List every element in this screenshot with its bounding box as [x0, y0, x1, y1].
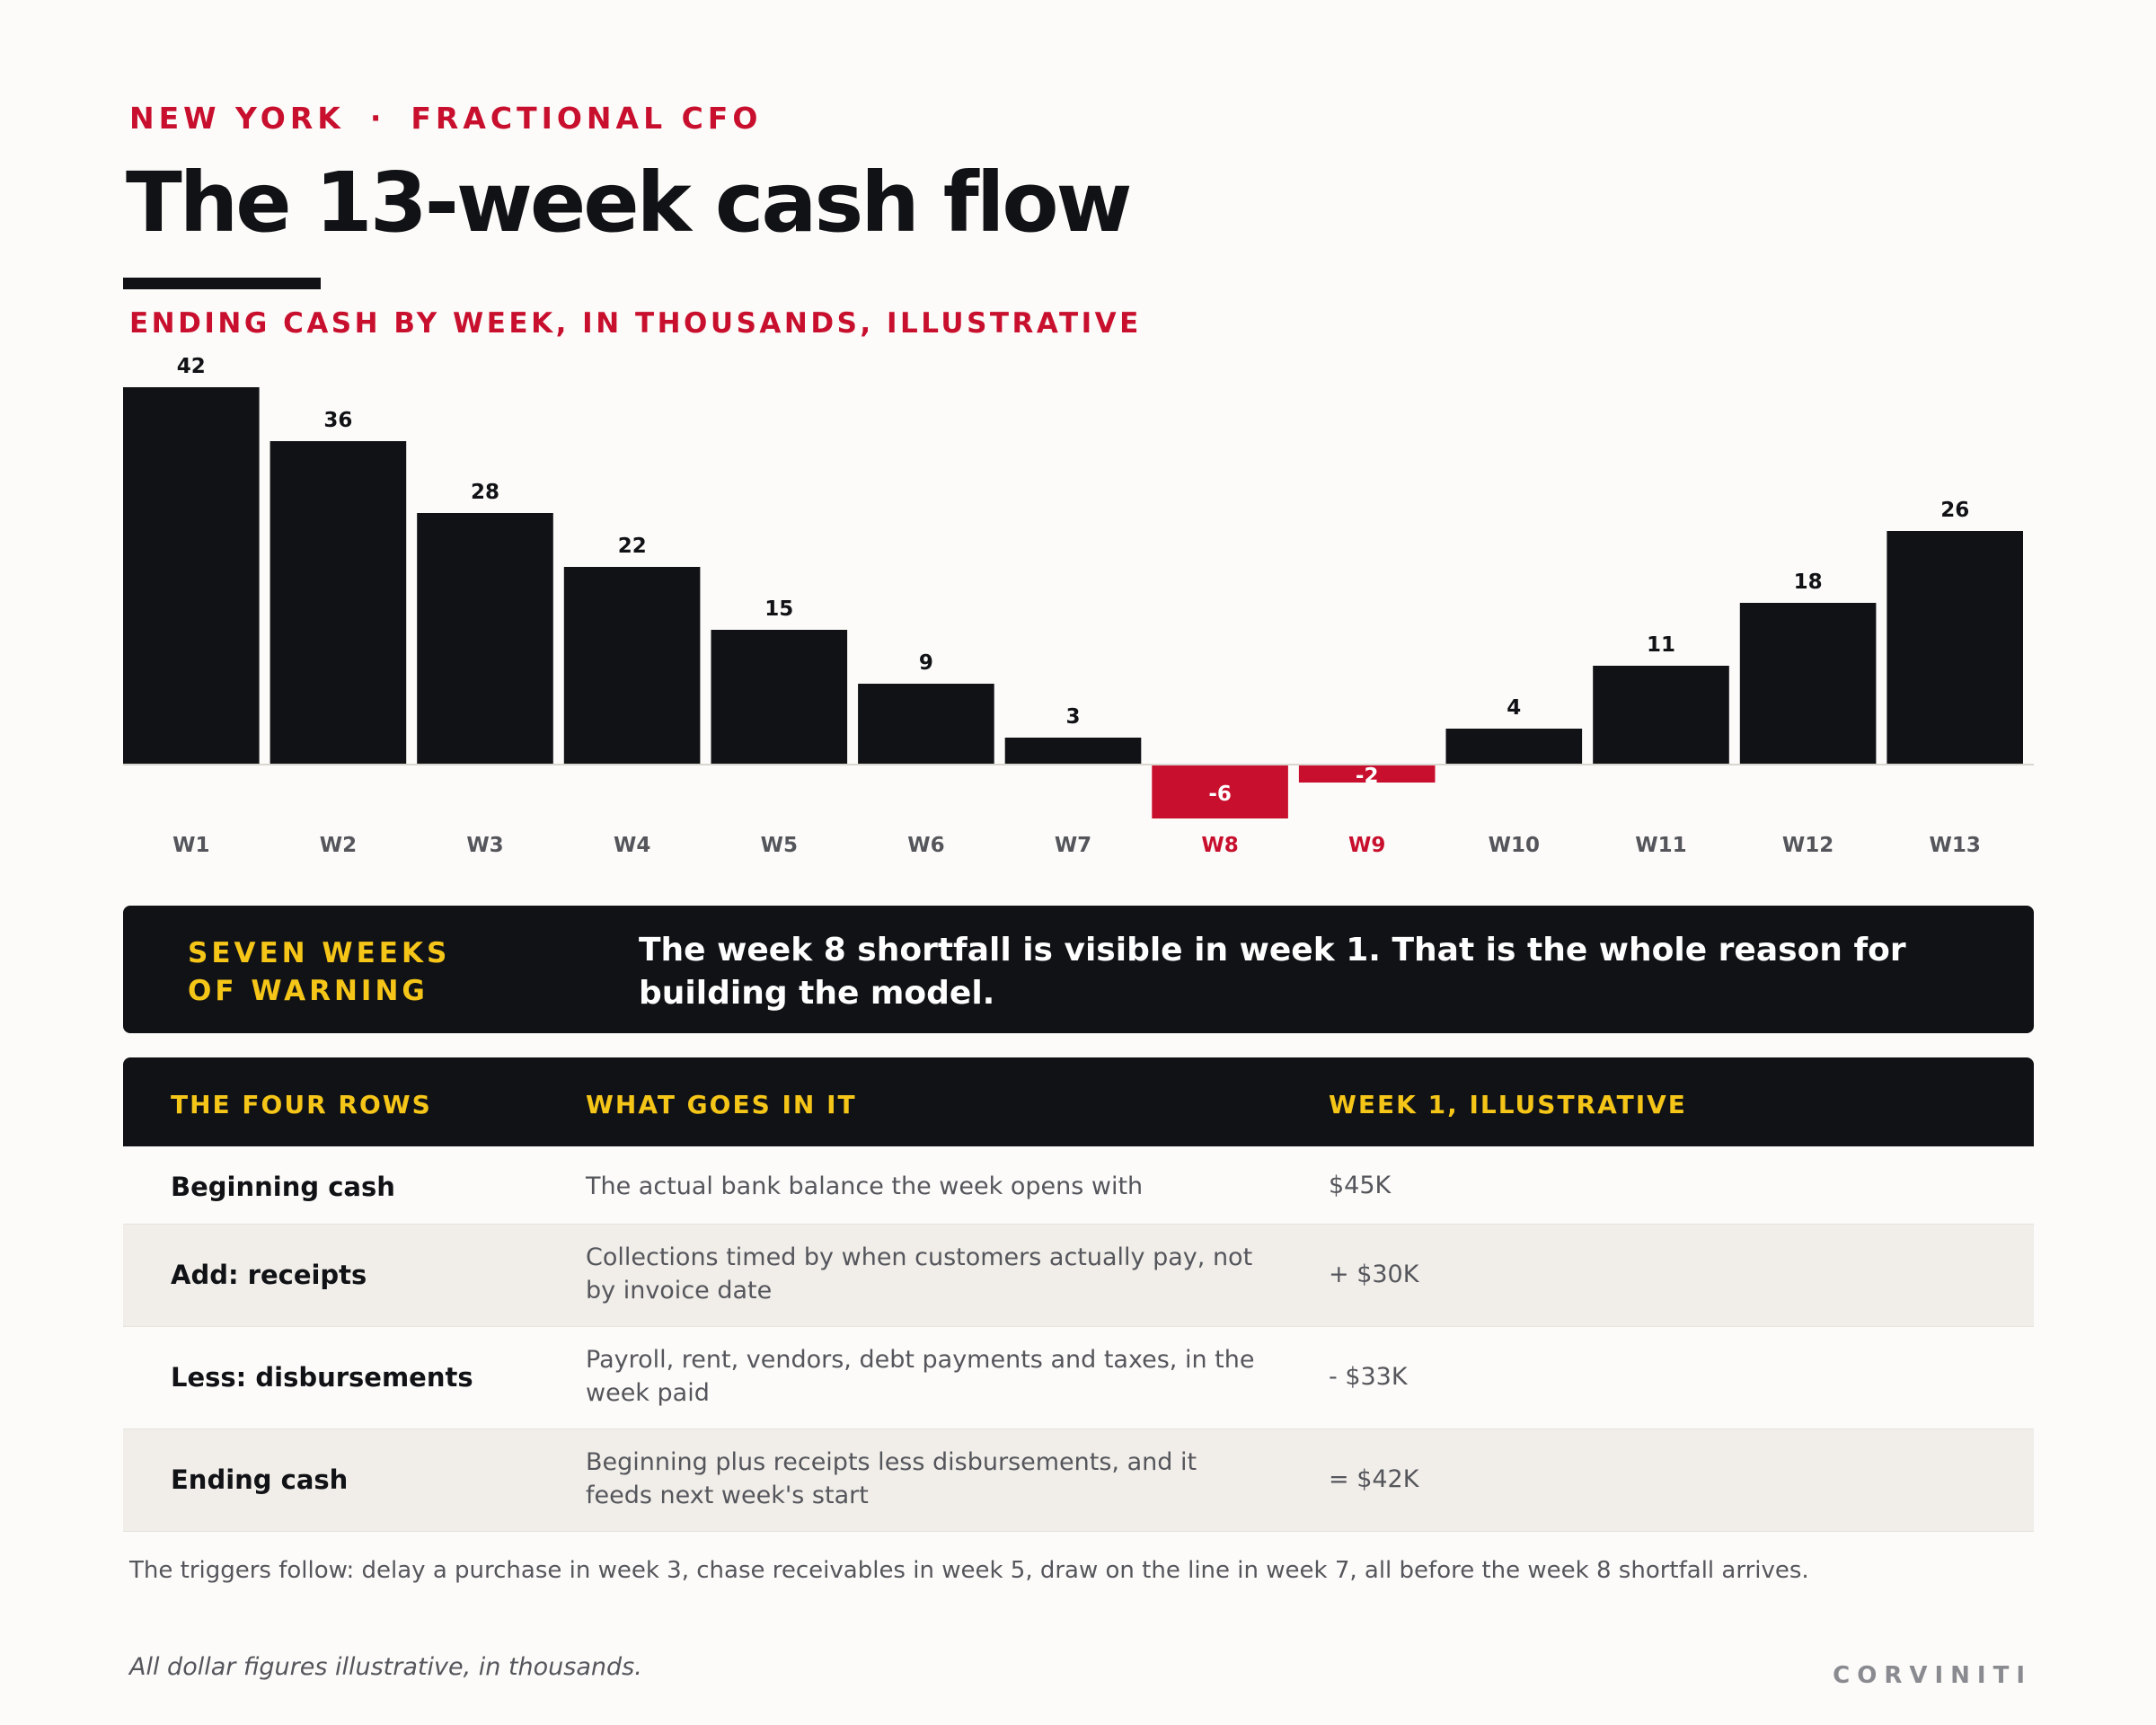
row-description: Collections timed by when customers actu…	[586, 1243, 1253, 1305]
page-title: The 13-week cash flow	[126, 155, 1133, 251]
row-name: Ending cash	[171, 1464, 349, 1495]
x-tick-w7: W7	[1055, 834, 1091, 857]
data-label-w11: 11	[1647, 633, 1675, 657]
bar-w5	[711, 630, 848, 765]
x-tick-w1: W1	[172, 834, 209, 857]
x-tick-w8: W8	[1201, 834, 1238, 857]
footnote: The triggers follow: delay a purchase in…	[129, 1557, 1809, 1584]
bar-w12	[1739, 603, 1877, 765]
bar-w8	[1152, 765, 1288, 818]
x-tick-w2: W2	[320, 834, 357, 857]
row-name: Beginning cash	[171, 1172, 395, 1202]
data-label-w7: 3	[1065, 705, 1080, 729]
x-tick-w9: W9	[1348, 834, 1385, 857]
bar-w9	[1298, 765, 1436, 783]
data-label-w6: 9	[919, 651, 933, 675]
row-description: Payroll, rent, vendors, debt payments an…	[586, 1346, 1255, 1407]
x-tick-w6: W6	[907, 834, 944, 857]
data-label-w8: -6	[1208, 783, 1232, 806]
row-value: $45K	[1329, 1172, 1392, 1199]
data-label-w1: 42	[177, 355, 206, 378]
bar-w1	[123, 387, 260, 765]
disclaimer: All dollar figures illustrative, in thou…	[129, 1653, 642, 1681]
bar-w10	[1445, 729, 1583, 765]
data-label-w5: 15	[764, 597, 793, 621]
table-row: Beginning cash The actual bank balance t…	[123, 1146, 2034, 1225]
header-week1: WEEK 1, ILLUSTRATIVE	[1329, 1090, 1687, 1119]
eyebrow: NEW YORK · FRACTIONAL CFO	[129, 101, 762, 136]
brand-logo: CORVINITI	[1833, 1662, 2032, 1689]
bar-w4	[563, 567, 701, 765]
data-label-w2: 36	[323, 409, 352, 432]
table-row: Ending cash Beginning plus receipts less…	[123, 1429, 2034, 1532]
x-tick-w13: W13	[1930, 834, 1981, 857]
header-contents: WHAT GOES IN IT	[586, 1090, 857, 1119]
row-description: The actual bank balance the week opens w…	[586, 1172, 1144, 1200]
bar-w6	[858, 684, 994, 765]
data-label-w12: 18	[1794, 571, 1823, 594]
bar-w7	[1004, 738, 1142, 765]
x-tick-w3: W3	[466, 834, 503, 857]
warning-callout: SEVEN WEEKS OF WARNING The week 8 shortf…	[123, 906, 2034, 1033]
bar-w13	[1886, 531, 2023, 765]
cash-flow-bar-chart: 42 W1 36 W2 28 W3 22 W4 15 W5 9 W6 3 W7 -6 W8 -2 W9 4 W10 11…	[123, 355, 2034, 857]
bar-w11	[1593, 666, 1729, 765]
title-rule	[123, 278, 321, 289]
data-label-w3: 28	[471, 481, 499, 504]
table-header: THE FOUR ROWS WHAT GOES IN IT WEEK 1, IL…	[123, 1057, 2034, 1146]
row-value: - $33K	[1329, 1363, 1408, 1391]
row-value: = $42K	[1329, 1465, 1419, 1493]
row-value: + $30K	[1329, 1261, 1419, 1288]
row-description: Beginning plus receipts less disbursemen…	[586, 1448, 1197, 1509]
chart-subtitle: ENDING CASH BY WEEK, IN THOUSANDS, ILLUS…	[129, 307, 1142, 340]
x-tick-w5: W5	[761, 834, 798, 857]
bar-w2	[270, 441, 407, 765]
bar-w3	[417, 513, 553, 765]
data-label-w4: 22	[618, 535, 647, 558]
header-rows: THE FOUR ROWS	[171, 1090, 432, 1119]
x-tick-w10: W10	[1489, 834, 1540, 857]
row-name: Less: disbursements	[171, 1362, 473, 1393]
eyebrow-service: FRACTIONAL CFO	[411, 101, 763, 136]
eyebrow-location: NEW YORK	[129, 101, 345, 136]
data-label-w10: 4	[1507, 696, 1521, 720]
data-label-w9: -2	[1356, 765, 1379, 788]
table-row: Add: receipts Collections timed by when …	[123, 1225, 2034, 1327]
data-label-w13: 26	[1940, 499, 1969, 522]
warning-label: SEVEN WEEKS OF WARNING	[188, 937, 451, 1007]
x-tick-w4: W4	[614, 834, 650, 857]
x-tick-w12: W12	[1782, 834, 1833, 857]
table-row: Less: disbursements Payroll, rent, vendo…	[123, 1327, 2034, 1429]
row-name: Add: receipts	[171, 1260, 367, 1290]
x-tick-w11: W11	[1635, 834, 1686, 857]
four-rows-table: THE FOUR ROWS WHAT GOES IN IT WEEK 1, IL…	[123, 1057, 2034, 1532]
warning-text: The week 8 shortfall is visible in week …	[639, 932, 1906, 1012]
eyebrow-separator: ·	[369, 101, 386, 136]
